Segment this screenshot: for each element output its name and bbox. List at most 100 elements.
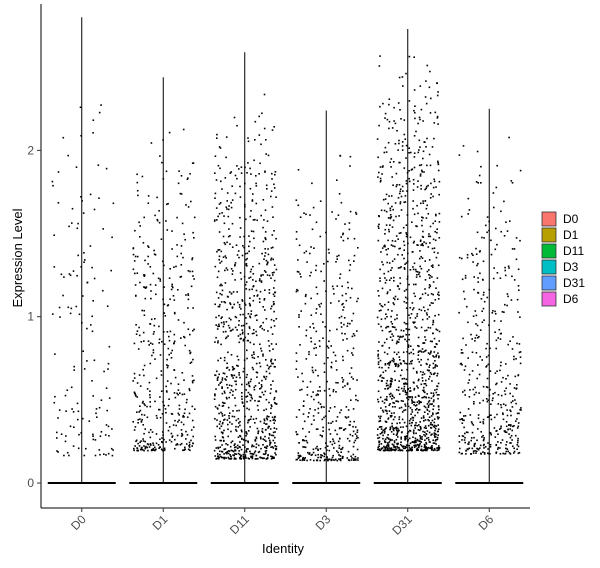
data-point xyxy=(167,429,170,432)
data-point xyxy=(416,204,418,207)
data-point xyxy=(404,338,406,341)
data-point xyxy=(152,333,155,335)
data-point xyxy=(482,421,484,423)
data-point xyxy=(215,447,218,449)
data-point xyxy=(146,388,149,390)
data-point xyxy=(306,459,308,462)
data-point xyxy=(183,416,185,418)
data-point xyxy=(245,439,247,442)
data-point xyxy=(464,394,466,396)
data-point xyxy=(354,439,357,442)
data-point xyxy=(295,431,297,433)
data-point xyxy=(338,437,341,440)
data-point xyxy=(241,392,243,394)
data-point xyxy=(313,327,315,329)
data-point xyxy=(386,412,388,415)
data-point xyxy=(419,118,421,121)
data-point xyxy=(261,428,264,430)
data-point xyxy=(297,169,300,171)
data-point xyxy=(313,398,315,401)
data-point xyxy=(390,431,393,433)
data-point xyxy=(158,325,160,328)
data-point xyxy=(218,146,221,148)
data-point xyxy=(186,416,189,418)
data-point xyxy=(435,213,437,216)
data-point xyxy=(308,351,310,353)
data-point xyxy=(480,165,482,168)
data-point xyxy=(438,212,441,215)
data-point xyxy=(168,398,170,400)
data-point xyxy=(487,442,489,444)
data-point xyxy=(421,318,424,321)
data-point xyxy=(386,410,388,412)
data-point xyxy=(297,271,300,273)
data-point xyxy=(492,393,494,395)
data-point xyxy=(186,398,188,401)
data-point xyxy=(260,384,263,386)
data-point xyxy=(305,213,307,216)
data-point xyxy=(433,351,436,353)
data-point xyxy=(417,409,420,411)
data-point xyxy=(168,335,170,338)
data-point xyxy=(424,406,427,409)
data-point xyxy=(389,207,392,210)
data-point xyxy=(467,408,470,410)
data-point xyxy=(180,193,183,195)
data-point xyxy=(326,345,329,348)
data-point xyxy=(73,365,75,368)
data-point xyxy=(503,390,506,392)
data-point xyxy=(221,422,224,425)
data-point xyxy=(225,330,227,333)
data-point xyxy=(217,305,220,308)
data-point xyxy=(435,355,437,358)
data-point xyxy=(338,193,341,195)
data-point xyxy=(432,392,435,394)
data-point xyxy=(310,340,313,343)
data-point xyxy=(327,347,330,349)
data-point xyxy=(461,435,464,437)
data-point xyxy=(266,188,268,190)
data-point xyxy=(179,276,182,278)
data-point xyxy=(236,355,239,358)
data-point xyxy=(488,416,490,418)
data-point xyxy=(381,366,383,369)
data-point xyxy=(380,415,382,418)
data-point xyxy=(437,169,440,172)
data-point xyxy=(313,347,315,350)
data-point xyxy=(349,210,352,213)
data-point xyxy=(465,449,467,452)
data-point xyxy=(229,302,231,304)
data-point xyxy=(57,451,59,453)
data-point xyxy=(166,366,169,369)
data-point xyxy=(483,443,485,446)
data-point xyxy=(421,235,424,238)
data-point xyxy=(304,435,307,438)
data-point xyxy=(68,273,71,275)
data-point xyxy=(397,341,400,343)
data-point xyxy=(248,419,250,422)
data-point xyxy=(106,305,109,307)
data-point xyxy=(404,296,407,299)
data-point xyxy=(340,322,342,324)
data-point xyxy=(214,192,217,195)
data-point xyxy=(341,448,343,450)
data-point xyxy=(342,302,344,305)
x-tick-label: D31 xyxy=(389,512,415,538)
data-point xyxy=(217,340,219,342)
data-point xyxy=(400,387,403,390)
data-point xyxy=(464,365,467,368)
data-point xyxy=(247,313,250,315)
data-point xyxy=(462,419,464,421)
data-point xyxy=(330,459,333,462)
data-point xyxy=(306,261,308,263)
data-point xyxy=(382,165,384,167)
data-point xyxy=(518,343,521,345)
data-point xyxy=(427,404,430,407)
data-point xyxy=(139,236,141,238)
data-point xyxy=(247,381,250,384)
data-point xyxy=(245,451,248,453)
data-point xyxy=(426,314,428,316)
data-point xyxy=(388,441,391,443)
data-point xyxy=(388,262,391,264)
data-point xyxy=(225,336,228,339)
